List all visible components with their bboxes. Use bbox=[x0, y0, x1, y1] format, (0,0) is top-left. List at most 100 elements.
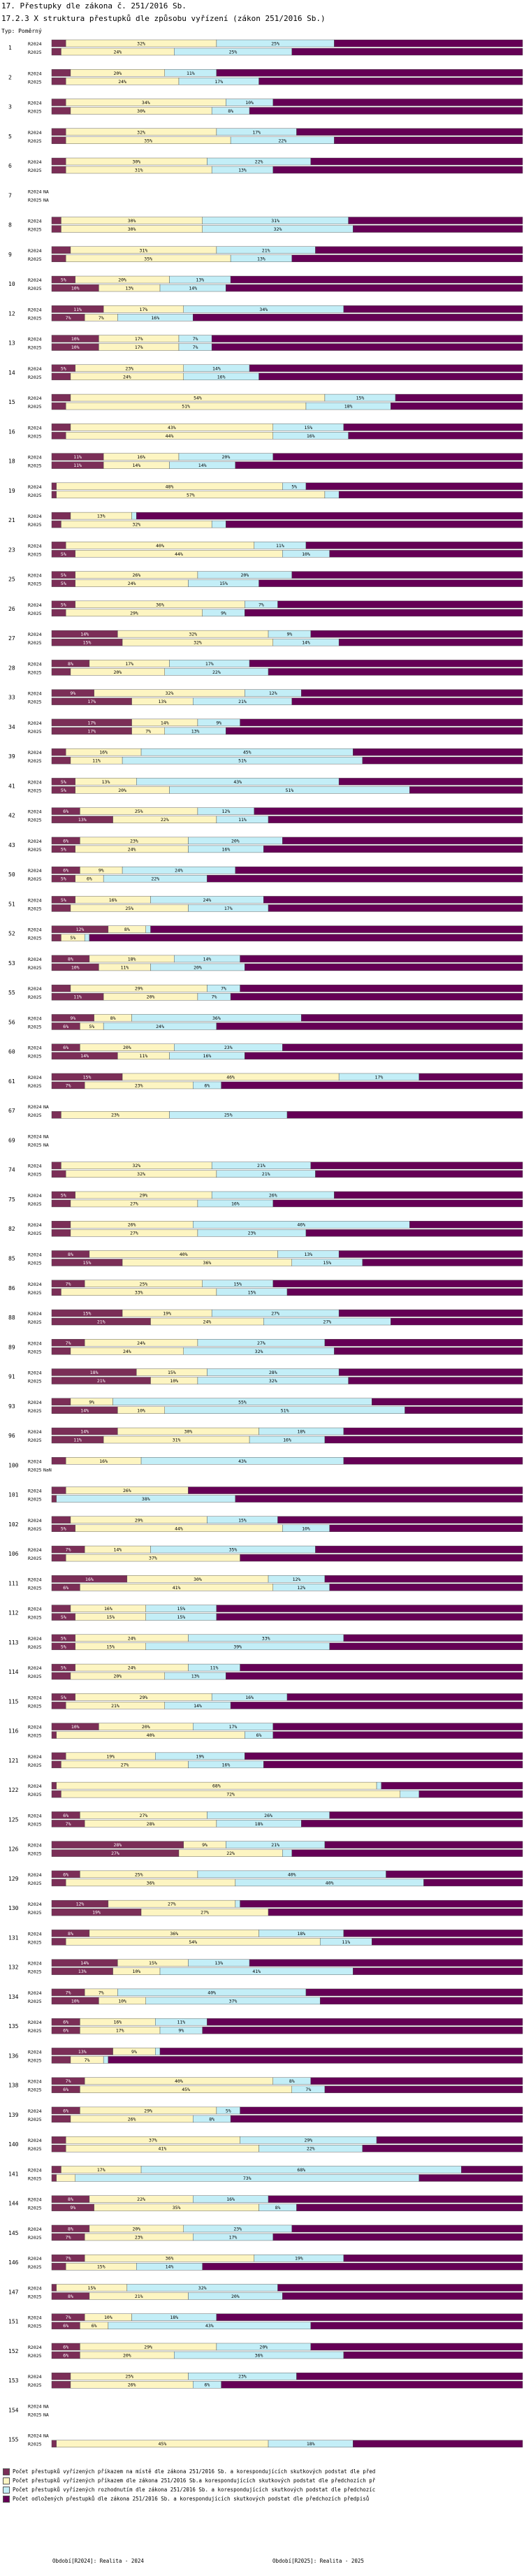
na-label: NA bbox=[43, 2433, 49, 2439]
bar-segment bbox=[338, 778, 523, 786]
data-label: 44% bbox=[175, 551, 183, 557]
data-label: 5% bbox=[61, 876, 66, 882]
data-label: 14% bbox=[212, 366, 221, 371]
data-label: 14% bbox=[80, 632, 89, 637]
bar-segment bbox=[310, 2077, 523, 2085]
data-label: 20% bbox=[118, 277, 126, 283]
data-label: 44% bbox=[175, 1526, 183, 1531]
group-label: 1 bbox=[8, 45, 12, 51]
bar-segment bbox=[400, 1790, 419, 1798]
data-label: 7% bbox=[66, 2078, 71, 2084]
data-label: 10% bbox=[170, 1378, 178, 1384]
group-label: 129 bbox=[8, 1876, 19, 1882]
group-label: 56 bbox=[8, 1019, 15, 1025]
group-label: 151 bbox=[8, 2319, 19, 2325]
data-label: 24% bbox=[156, 1024, 164, 1029]
bar-segment bbox=[216, 1605, 523, 1612]
data-label: 36% bbox=[212, 1015, 221, 1021]
data-label: 15% bbox=[149, 1960, 157, 1966]
bar-segment bbox=[51, 2115, 71, 2123]
data-label: 5% bbox=[61, 1695, 66, 1700]
data-label: 15% bbox=[97, 2264, 105, 2270]
bar-segment bbox=[348, 217, 523, 224]
bar-segment bbox=[51, 2440, 57, 2447]
data-label: 29% bbox=[140, 1695, 148, 1700]
group-label: 106 bbox=[8, 1551, 19, 1557]
data-label: 16% bbox=[307, 433, 315, 439]
period-label: R2025 bbox=[28, 2264, 42, 2270]
period-label: R2024 bbox=[28, 927, 42, 933]
bar-segment bbox=[51, 1731, 57, 1739]
legend-item: Počet přestupků vyřízených rozhodnutím d… bbox=[1, 2485, 522, 2494]
data-label: 16% bbox=[113, 2020, 122, 2025]
period-label: R2024 bbox=[28, 2079, 42, 2085]
bar-segment bbox=[338, 491, 523, 499]
data-label: 34% bbox=[259, 307, 268, 312]
period-label: R2024 bbox=[28, 1754, 42, 1760]
group-label: 2 bbox=[8, 74, 12, 80]
data-label: 13% bbox=[191, 728, 200, 734]
data-label: 41% bbox=[159, 2146, 167, 2152]
data-label: 6% bbox=[63, 868, 68, 874]
period-label: R2025 bbox=[28, 758, 42, 764]
period-label: R2025 bbox=[28, 522, 42, 528]
bar-segment bbox=[329, 1584, 523, 1591]
data-label: 12% bbox=[293, 1577, 301, 1582]
bar-segment bbox=[159, 2048, 523, 2055]
period-label: R2024 bbox=[28, 71, 42, 76]
group-label: 39 bbox=[8, 753, 15, 760]
data-label: 7% bbox=[66, 1547, 71, 1553]
bar-segment bbox=[245, 1052, 523, 1059]
data-label: 8% bbox=[228, 108, 233, 114]
data-label: 21% bbox=[262, 247, 270, 253]
data-label: 9% bbox=[70, 1015, 75, 1021]
bar-segment bbox=[202, 2026, 523, 2034]
bar-segment bbox=[51, 1554, 66, 1562]
bar-segment bbox=[296, 2373, 523, 2380]
data-label: 15% bbox=[356, 396, 365, 401]
period-label: R2024 bbox=[28, 277, 42, 283]
period-label: R2024 bbox=[28, 2108, 42, 2114]
period-label: R2024 bbox=[28, 868, 42, 874]
bar-segment bbox=[376, 2136, 523, 2144]
data-label: 24% bbox=[128, 1635, 136, 1641]
period-label: R2025 bbox=[28, 1172, 42, 1178]
data-label: 24% bbox=[113, 50, 122, 55]
bar-segment bbox=[51, 166, 66, 174]
data-label: 32% bbox=[137, 41, 145, 47]
bar-segment bbox=[254, 807, 523, 815]
data-label: 25% bbox=[229, 50, 238, 55]
bar-segment bbox=[226, 520, 523, 528]
period-label: R2025 bbox=[28, 1497, 42, 1503]
data-label: 20% bbox=[113, 71, 122, 76]
group-label: 19 bbox=[8, 488, 15, 494]
period-label: R2025 bbox=[28, 1526, 42, 1532]
data-label: 24% bbox=[128, 1665, 136, 1671]
data-label: 32% bbox=[269, 1378, 277, 1384]
data-label: 40% bbox=[208, 1990, 216, 1995]
data-label: 9% bbox=[202, 1842, 208, 1848]
bar-segment bbox=[315, 1545, 523, 1554]
bar-segment bbox=[51, 99, 66, 106]
data-label: 26% bbox=[128, 2382, 136, 2388]
group-label: 86 bbox=[8, 1285, 15, 1291]
data-label: 20% bbox=[231, 838, 240, 844]
bar-segment bbox=[226, 284, 523, 292]
bar-segment bbox=[51, 2373, 71, 2380]
data-label: 18% bbox=[297, 1429, 305, 1435]
data-label: 43% bbox=[238, 1459, 247, 1464]
period-label: R2024 bbox=[28, 41, 42, 47]
bar-segment bbox=[51, 609, 66, 617]
data-label: 7% bbox=[305, 2087, 311, 2092]
data-label: 16% bbox=[104, 1606, 112, 1612]
data-label: 11% bbox=[140, 1053, 148, 1059]
bar-segment bbox=[310, 2343, 523, 2351]
bar-segment bbox=[51, 1516, 71, 1524]
group-label: 51 bbox=[8, 901, 15, 907]
data-label: 32% bbox=[255, 1349, 263, 1354]
period-label: R2025 bbox=[28, 345, 42, 351]
bar-segment bbox=[343, 1427, 523, 1435]
group-label: 116 bbox=[8, 1728, 19, 1735]
data-label: 16% bbox=[137, 454, 145, 460]
period-label: R2024 bbox=[28, 2285, 42, 2291]
